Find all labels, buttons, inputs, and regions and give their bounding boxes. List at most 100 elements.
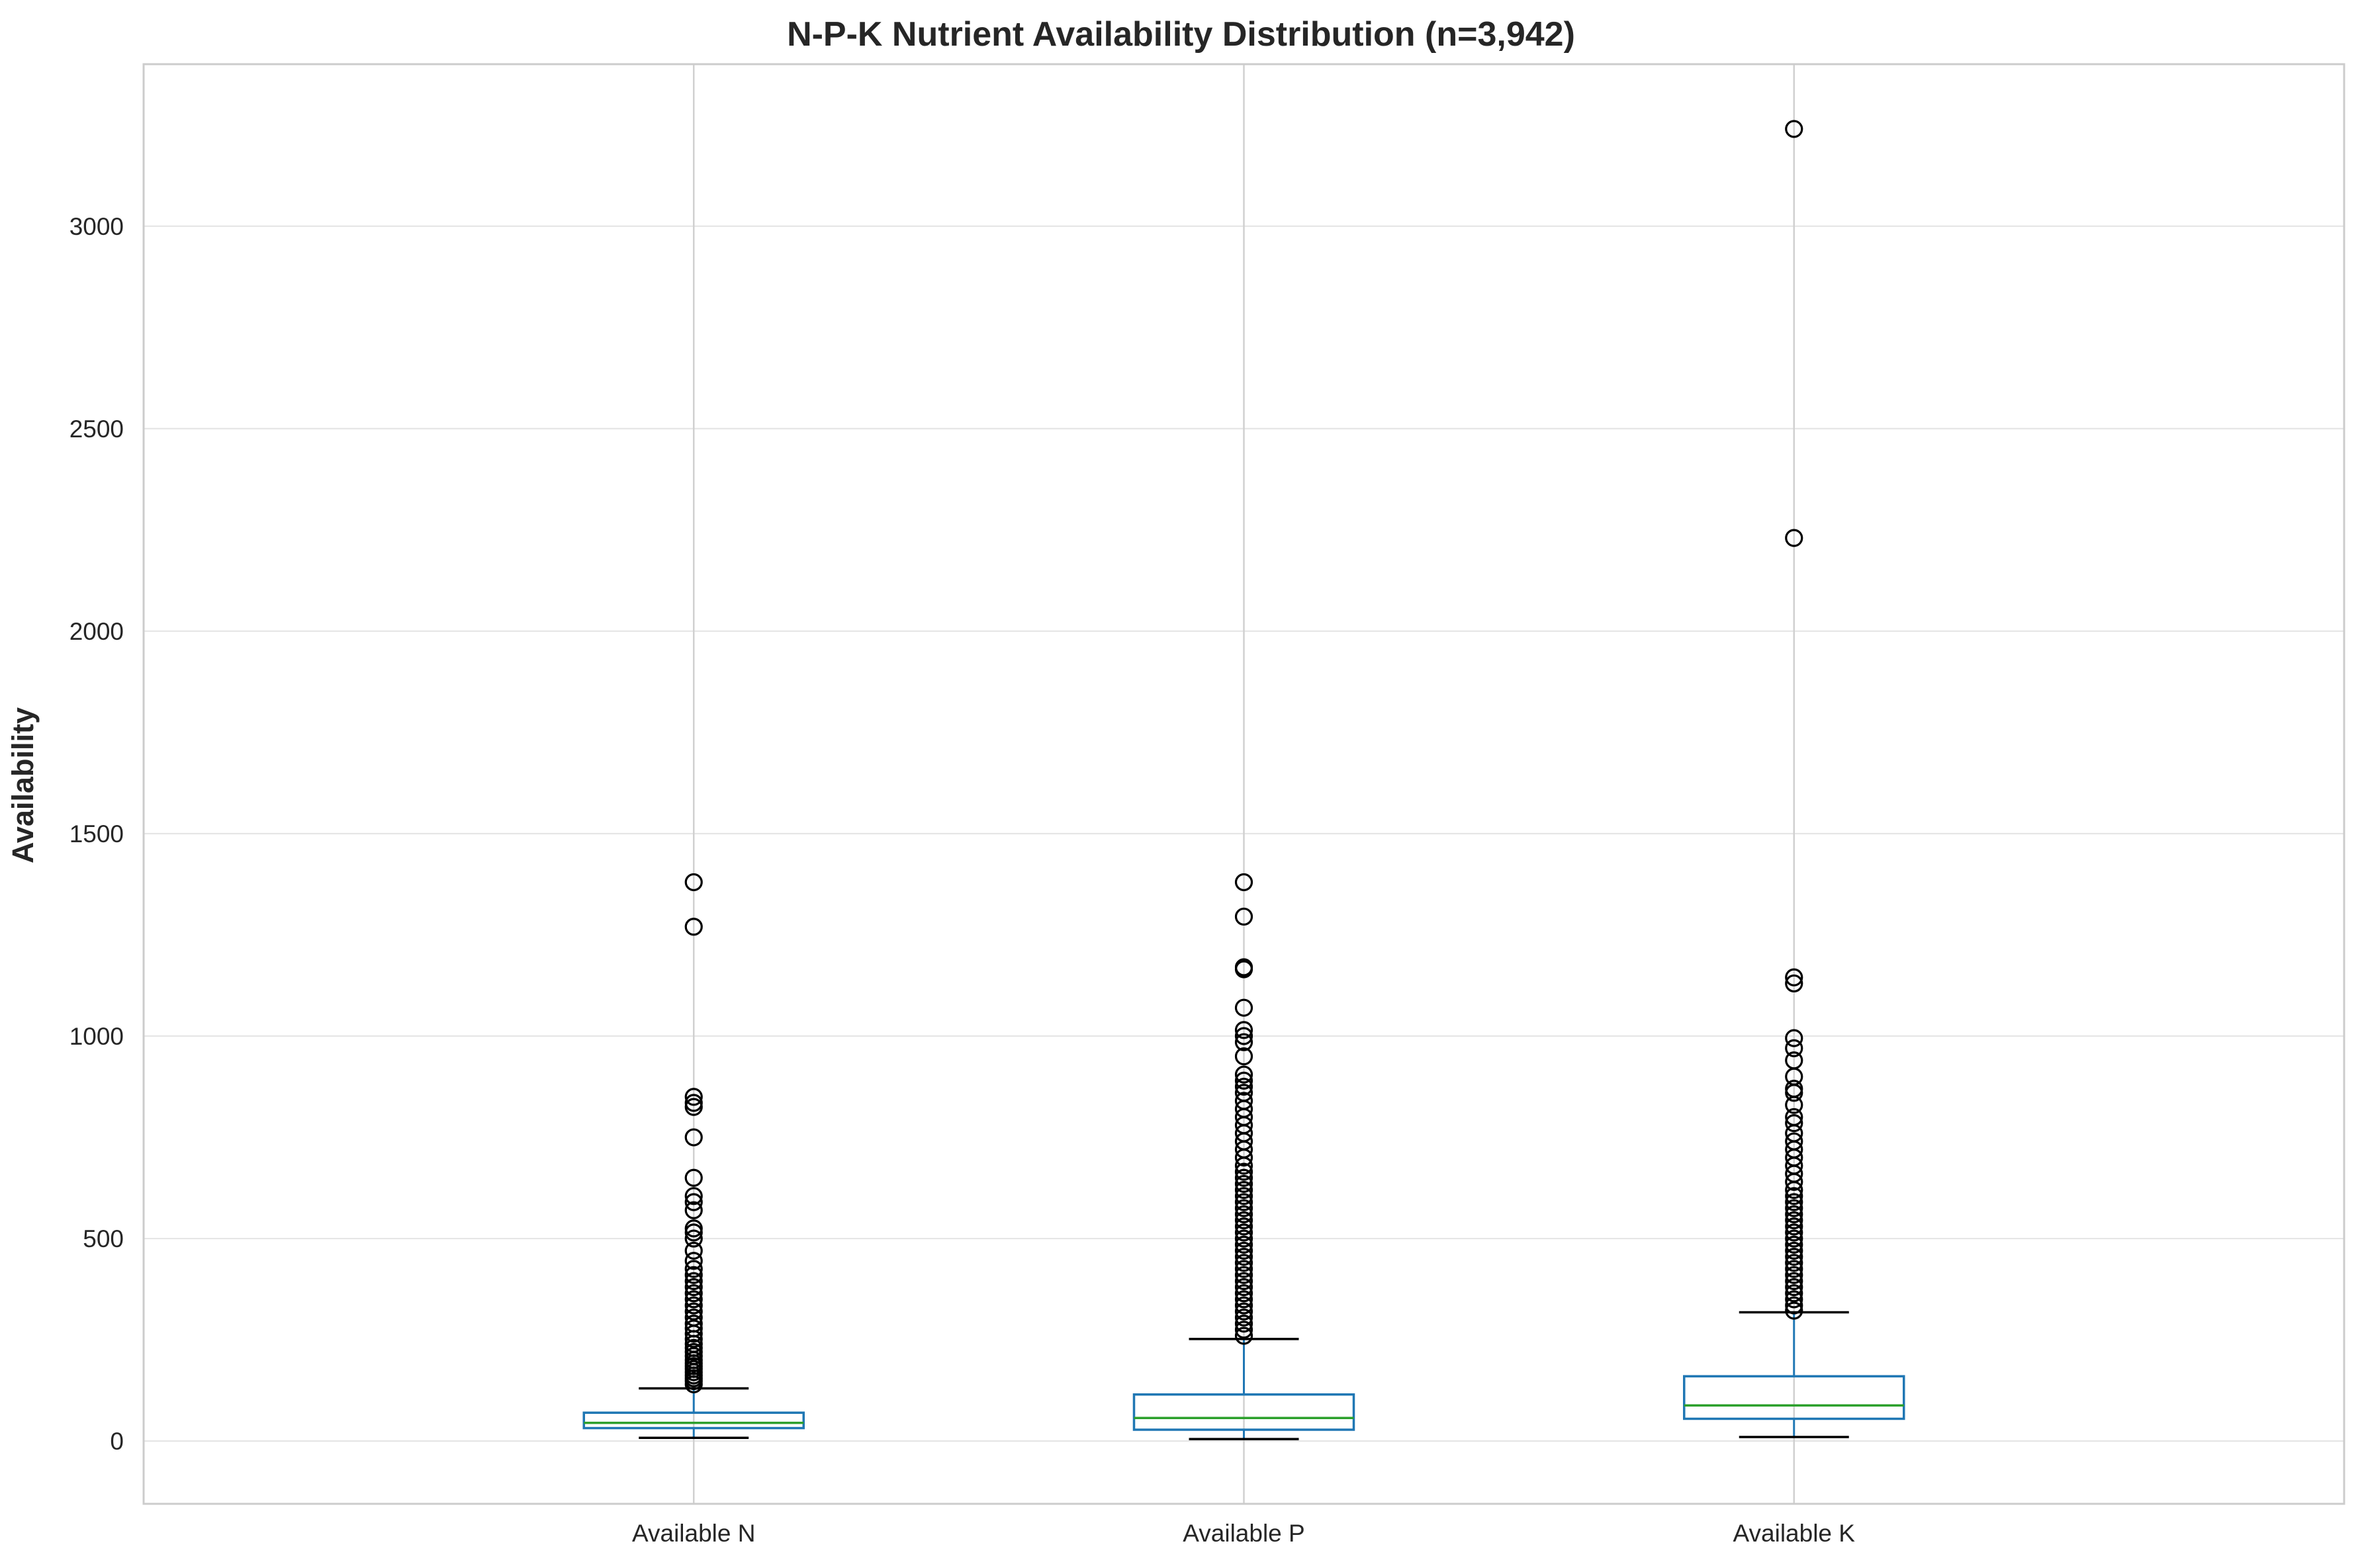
outlier-point: [1234, 1181, 1253, 1199]
outlier-point: [684, 1241, 703, 1260]
y-axis-label: Availability: [6, 707, 40, 863]
outlier-point: [1234, 1077, 1253, 1096]
iqr-box: [1683, 1375, 1905, 1420]
outlier-point: [1234, 958, 1253, 977]
outlier-point: [684, 1219, 703, 1238]
y-tick-label: 500: [83, 1225, 124, 1252]
outlier-point: [1234, 1047, 1253, 1066]
outlier-point: [1234, 1174, 1253, 1194]
outlier-point: [1785, 1199, 1803, 1217]
outlier-point: [684, 1168, 703, 1187]
outlier-point: [1234, 1260, 1253, 1278]
outlier-point: [684, 918, 703, 936]
outlier-point: [684, 1272, 703, 1290]
outlier-point: [1785, 968, 1803, 986]
outlier-point: [1234, 1235, 1253, 1254]
outlier-point: [1785, 1272, 1803, 1290]
outlier-point: [684, 1302, 703, 1321]
outlier-point: [1234, 1308, 1253, 1327]
outlier-point: [1234, 1315, 1253, 1333]
y-tick-label: 1500: [69, 820, 124, 848]
category-gridlines: [693, 64, 1795, 1504]
outlier-point: [684, 1128, 703, 1147]
outlier-point: [684, 1094, 703, 1112]
outlier-point: [1234, 1193, 1253, 1211]
chart-title: N-P-K Nutrient Availability Distribution…: [787, 15, 1575, 54]
outlier-point: [1234, 1241, 1253, 1260]
iqr-box: [1132, 1393, 1355, 1431]
outlier-point: [684, 1319, 703, 1338]
outlier-point: [1234, 1248, 1253, 1266]
outlier-point: [684, 1229, 703, 1248]
outlier-point: [1785, 1290, 1803, 1309]
outlier-point: [1234, 1168, 1253, 1187]
outlier-point: [1234, 1187, 1253, 1205]
box-group-1: [582, 1387, 805, 1439]
x-tick-label: Available K: [1733, 1520, 1856, 1547]
outlier-point: [1234, 1302, 1253, 1321]
outlier-point: [1785, 974, 1803, 993]
y-tick-label: 0: [110, 1428, 124, 1455]
outlier-point: [1234, 1021, 1253, 1039]
outlier-point: [1234, 1254, 1253, 1272]
y-tick-label: 2000: [69, 618, 124, 645]
box-group-3: [1683, 1311, 1905, 1438]
outlier-point: [1785, 1205, 1803, 1223]
outlier-point: [1234, 998, 1253, 1017]
outlier-point: [1785, 1260, 1803, 1278]
outlier-point: [1785, 1211, 1803, 1230]
outlier-point: [684, 1290, 703, 1309]
outlier-point: [1234, 1290, 1253, 1309]
outlier-point: [1785, 1248, 1803, 1266]
outlier-point: [684, 1252, 703, 1270]
plot-frame: [142, 63, 2345, 1505]
outlier-point: [1785, 1223, 1803, 1242]
outlier-point: [1234, 1205, 1253, 1223]
axis-layer: 0 500 1000 1500 2000 2500 3000 Available N Avail…: [69, 63, 2345, 1547]
outlier-point: [1234, 1321, 1253, 1339]
outlier-point: [1234, 1223, 1253, 1242]
outlier-point: [1234, 1229, 1253, 1248]
y-tick-label: 3000: [69, 213, 124, 240]
iqr-box: [582, 1411, 805, 1430]
outlier-point: [1234, 1065, 1253, 1084]
outlier-point: [684, 1284, 703, 1303]
outlier-point: [1785, 1132, 1803, 1151]
outlier-point: [684, 1260, 703, 1278]
outlier-point: [1785, 1235, 1803, 1254]
outlier-point: [1234, 1199, 1253, 1217]
outlier-point: [1234, 1084, 1253, 1102]
outlier-point: [1234, 1071, 1253, 1090]
outlier-point: [684, 1187, 703, 1205]
outlier-point: [1234, 1284, 1253, 1303]
outlier-point: [1785, 529, 1803, 547]
outlier-point: [1785, 120, 1803, 138]
outlier-point: [1785, 1193, 1803, 1211]
outlier-point: [1785, 1301, 1803, 1320]
outlier-point: [1234, 907, 1253, 926]
outlier-point: [684, 1296, 703, 1315]
outlier-point: [1234, 1266, 1253, 1284]
outlier-point: [1785, 1029, 1803, 1047]
y-tick-label: 1000: [69, 1023, 124, 1050]
x-tick-label: Available P: [1183, 1520, 1304, 1547]
outlier-point: [1785, 1187, 1803, 1205]
x-tick-label: Available N: [632, 1520, 755, 1547]
outlier-point: [1785, 1108, 1803, 1127]
outlier-point: [1785, 1229, 1803, 1248]
outlier-point: [1785, 1284, 1803, 1303]
outlier-point: [1234, 1296, 1253, 1315]
outlier-point: [1785, 1266, 1803, 1284]
outlier-point: [684, 1315, 703, 1333]
outlier-point: [1785, 1296, 1803, 1315]
outlier-point: [684, 1088, 703, 1106]
outlier-point: [1234, 873, 1253, 892]
outlier-layer: [684, 120, 1803, 1394]
outlier-point: [1785, 1241, 1803, 1260]
outlier-point: [1785, 1278, 1803, 1297]
outlier-point: [1234, 1211, 1253, 1230]
outlier-point: [1234, 1162, 1253, 1181]
outlier-point: [684, 1201, 703, 1219]
outlier-point: [1234, 1092, 1253, 1110]
